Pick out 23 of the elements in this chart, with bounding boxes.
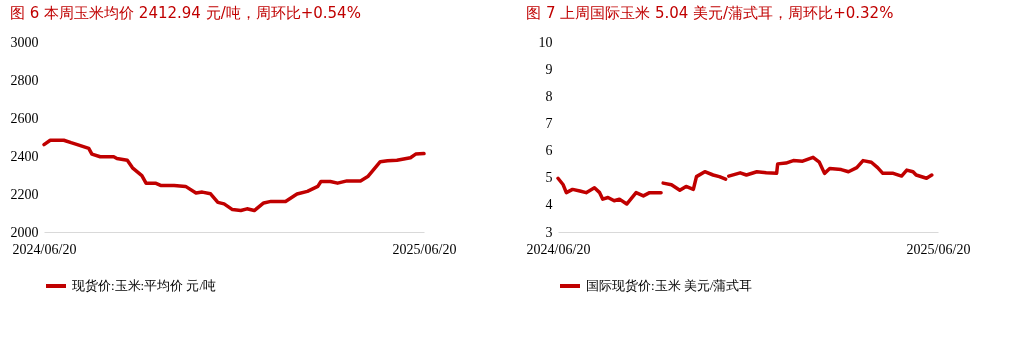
- y-tick-label: 10: [538, 34, 553, 50]
- y-tick-label: 5: [545, 170, 553, 186]
- y-tick-label: 9: [545, 61, 553, 77]
- legend-label: 现货价:玉米:平均价 元/吨: [72, 278, 217, 293]
- x-tick-label: 2025/06/20: [392, 241, 457, 257]
- y-tick-label: 6: [545, 143, 553, 159]
- x-tick-label: 2024/06/20: [12, 241, 77, 257]
- y-tick-label: 2600: [10, 110, 39, 126]
- y-tick-label: 2800: [10, 72, 39, 88]
- y-tick-label: 7: [545, 115, 553, 131]
- legend-label: 国际现货价:玉米 美元/蒲式耳: [586, 278, 753, 293]
- y-tick-label: 2000: [10, 224, 39, 240]
- x-tick-label: 2025/06/20: [906, 241, 971, 257]
- y-tick-label: 4: [545, 197, 553, 213]
- y-tick-label: 8: [545, 88, 553, 104]
- y-tick-label: 3000: [10, 34, 39, 50]
- y-tick-label: 3: [545, 224, 553, 240]
- y-tick-label: 2200: [10, 186, 39, 202]
- x-tick-label: 2024/06/20: [526, 241, 591, 257]
- chart-title: 图 7 上周国际玉米 5.04 美元/蒲式耳，周环比+0.32%: [526, 4, 894, 22]
- line-series: [42, 138, 426, 213]
- chart-title: 图 6 本周玉米均价 2412.94 元/吨，周环比+0.54%: [10, 4, 361, 22]
- y-tick-label: 2400: [10, 148, 39, 164]
